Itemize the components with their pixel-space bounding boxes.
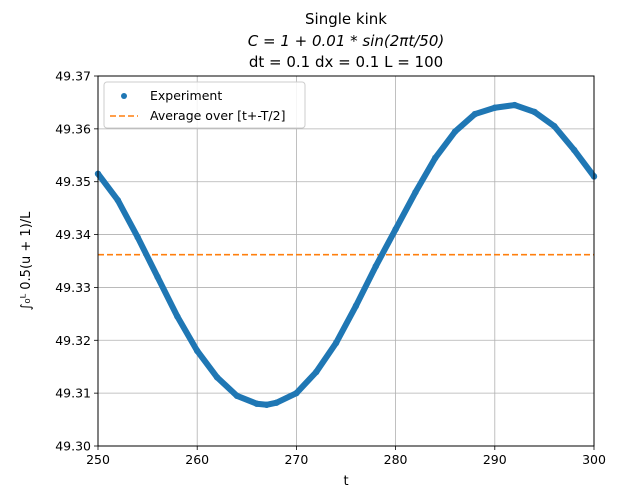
y-tick-label: 49.32 <box>55 333 91 348</box>
x-tick-label: 290 <box>483 452 507 467</box>
y-tick-label: 49.30 <box>55 439 91 454</box>
y-tick-label: 49.35 <box>55 174 91 189</box>
x-tick-label: 270 <box>284 452 308 467</box>
x-tick-label: 300 <box>582 452 606 467</box>
y-axis-label: ∫₀ᴸ 0.5(u + 1)/L <box>19 211 34 311</box>
chart-title: Single kink C = 1 + 0.01 * sin(2πt/50) d… <box>248 10 444 71</box>
legend-marker-experiment <box>121 93 127 99</box>
x-tick-label: 260 <box>185 452 209 467</box>
y-tick-label: 49.31 <box>55 386 91 401</box>
y-tick-label: 49.36 <box>55 121 91 136</box>
x-axis-label: t <box>343 474 348 489</box>
y-axis-ticks: 49.30 49.31 49.32 49.33 49.34 49.35 49.36 49.37 <box>55 69 98 454</box>
plot-frame <box>97 75 595 447</box>
title-line-1: Single kink <box>305 10 387 28</box>
y-tick-label: 49.37 <box>55 69 91 84</box>
x-tick-label: 280 <box>384 452 408 467</box>
legend-label-experiment: Experiment <box>150 88 222 103</box>
x-axis-ticks: 250 260 270 280 290 300 <box>86 446 606 467</box>
legend-box <box>103 81 306 129</box>
y-tick-label: 49.34 <box>55 227 91 242</box>
title-line-3: dt = 0.1 dx = 0.1 L = 100 <box>249 53 443 71</box>
grid <box>97 75 595 447</box>
legend: Experiment Average over [t+-T/2] <box>103 81 306 129</box>
title-line-2: C = 1 + 0.01 * sin(2πt/50) <box>248 32 444 50</box>
legend-label-average: Average over [t+-T/2] <box>150 108 285 123</box>
series-layer <box>94 101 598 408</box>
y-tick-label: 49.33 <box>55 280 91 295</box>
experiment-trace <box>95 102 597 408</box>
x-tick-label: 250 <box>86 452 110 467</box>
